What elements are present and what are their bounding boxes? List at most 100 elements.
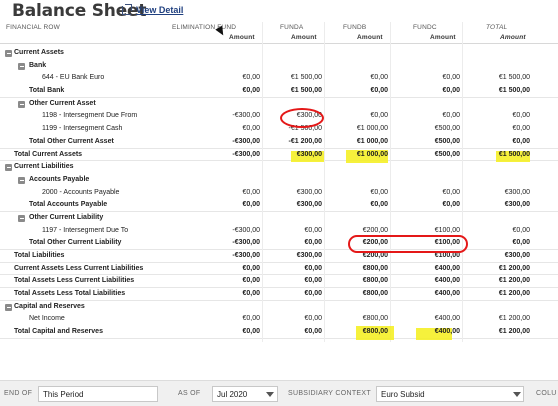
view-detail-link[interactable]: View Detail (136, 5, 184, 15)
header-elimination-fund: ELIMINATION FUND (172, 24, 237, 31)
row-label: 1199 - Intersegment Cash (42, 125, 123, 133)
cell-total: €0,00 (512, 125, 530, 133)
table-row: Other Current Liability (0, 212, 558, 225)
highlight-fundb-total-capital (356, 326, 394, 340)
row-label: Current Assets (14, 49, 64, 56)
header-fundb: FUNDB (343, 24, 367, 31)
cell-fundb: €800,00 (362, 328, 388, 336)
subsidiary-context-label: SUBSIDIARY CONTEXT (288, 390, 371, 397)
cell-total: €300,00 (504, 201, 530, 209)
cell-total: €1 200,00 (498, 277, 530, 285)
cell-fundb: €800,00 (362, 277, 388, 285)
cell-elimination: -€300,00 (232, 150, 260, 158)
cell-funda: €300,00 (296, 188, 322, 196)
collapse-toggle-icon[interactable] (5, 303, 12, 311)
page-title: Balance Sheet (12, 1, 147, 21)
table-row: Current Assets Less Current Liabilities €… (0, 263, 558, 276)
report-footer: END OF This Period AS OF Jul 2020 SUBSID… (0, 380, 558, 406)
cell-funda: -€1 500,00 (288, 125, 322, 133)
cell-fundc: €100,00 (434, 239, 460, 247)
header-fundb-amount: Amount (357, 34, 383, 41)
row-label: Total Accounts Payable (29, 201, 108, 209)
table-row: 644 - EU Bank Euro €0,00 €1 500,00 €0,00 €0,… (0, 72, 558, 85)
cell-elimination: €0,00 (242, 74, 260, 82)
cell-funda: €0,00 (304, 290, 322, 298)
table-row: Total Other Current Asset -€300,00 -€1 200… (0, 136, 558, 149)
chevron-down-icon[interactable] (266, 392, 274, 397)
collapse-toggle-icon[interactable] (5, 164, 12, 172)
cell-fundc: €400,00 (434, 328, 460, 336)
cell-funda: €300,00 (296, 252, 322, 259)
cell-fundb: €200,00 (362, 252, 388, 259)
cell-fundc: €400,00 (434, 264, 460, 272)
cell-elimination: €0,00 (242, 87, 260, 95)
annotation-circle-due-to (348, 235, 468, 253)
cell-fundc: €0,00 (442, 74, 460, 82)
as-of-label: AS OF (178, 390, 201, 397)
cell-fundb: €1 000,00 (356, 150, 388, 158)
table-body: Current Assets Bank 644 - EU Bank Euro €0,0… (0, 47, 558, 339)
row-label: Accounts Payable (29, 175, 90, 183)
collapse-toggle-icon[interactable] (18, 214, 25, 222)
cell-elimination: €0,00 (242, 201, 260, 209)
collapse-toggle-icon[interactable] (18, 100, 25, 108)
cell-total: €1 500,00 (498, 150, 530, 158)
column-divider (462, 22, 463, 342)
view-detail-icon[interactable] (122, 4, 132, 15)
cell-fundb: €800,00 (362, 315, 388, 323)
collapse-toggle-icon[interactable] (5, 50, 12, 57)
table-row: 1197 - Intersegment Due To -€300,00 €0,00 €… (0, 225, 558, 238)
cell-funda: €1 500,00 (290, 87, 322, 95)
cell-fundc: €100,00 (434, 252, 460, 259)
cell-total: €1 200,00 (498, 328, 530, 336)
cell-fundb: €200,00 (362, 226, 388, 234)
cell-elimination: -€300,00 (232, 226, 260, 234)
table-row: Total Accounts Payable €0,00 €300,00 €0,00 €… (0, 199, 558, 212)
chevron-down-icon[interactable] (513, 392, 521, 397)
table-row: Bank (0, 60, 558, 73)
cell-elimination: €0,00 (242, 290, 260, 298)
highlight-total-current-assets (496, 151, 530, 162)
row-label: Current Assets Less Current Liabilities (14, 264, 144, 272)
cell-total: €1 500,00 (498, 87, 530, 95)
row-label: 1198 - Intersegment Due From (42, 112, 138, 120)
table-row: Current Assets (0, 47, 558, 60)
row-label: 1197 - Intersegment Due To (42, 226, 129, 234)
cell-elimination: €0,00 (242, 315, 260, 323)
cell-total: €0,00 (512, 112, 530, 120)
subsidiary-context-select[interactable]: Euro Subsid (376, 386, 524, 402)
row-label: Other Current Liability (29, 213, 104, 221)
cell-elimination: €0,00 (242, 188, 260, 196)
collapse-toggle-icon[interactable] (18, 176, 25, 184)
table-row: 1198 - Intersegment Due From -€300,00 €300… (0, 110, 558, 123)
cell-fundc: €500,00 (434, 137, 460, 145)
header-financial-row: FINANCIAL ROW (6, 24, 61, 31)
cell-fundc: €400,00 (434, 290, 460, 298)
cell-elimination: €0,00 (242, 125, 260, 133)
table-row: Other Current Asset (0, 98, 558, 111)
cell-fundc: €0,00 (442, 201, 460, 209)
row-label: Total Assets Less Current Liabilities (14, 277, 135, 285)
row-label: Total Capital and Reserves (14, 328, 103, 336)
cell-funda: €0,00 (304, 226, 322, 234)
cell-elimination: €0,00 (242, 264, 260, 272)
table-row: Total Current Assets -€300,00 €300,00 €1 00… (0, 149, 558, 162)
row-label: 644 - EU Bank Euro (42, 74, 105, 82)
column-divider (390, 22, 391, 342)
end-of-field[interactable]: This Period (38, 386, 158, 402)
row-label: Total Liabilities (14, 252, 65, 259)
cell-fundb: €0,00 (370, 112, 388, 120)
cell-funda: -€1 200,00 (288, 137, 322, 145)
cell-total: €1 500,00 (498, 74, 530, 82)
as-of-select[interactable]: Jul 2020 (212, 386, 278, 402)
header-fundc: FUNDC (413, 24, 437, 31)
row-label: Total Current Assets (14, 150, 83, 158)
cell-fundb: €0,00 (370, 201, 388, 209)
table-row: Total Other Current Liability -€300,00 €0,… (0, 237, 558, 250)
cell-total: €300,00 (504, 252, 530, 259)
column-divider (262, 22, 263, 342)
cell-total: €0,00 (512, 226, 530, 234)
cell-fundc: €500,00 (434, 150, 460, 158)
header-funda: FUNDA (280, 24, 304, 31)
collapse-toggle-icon[interactable] (18, 62, 25, 70)
